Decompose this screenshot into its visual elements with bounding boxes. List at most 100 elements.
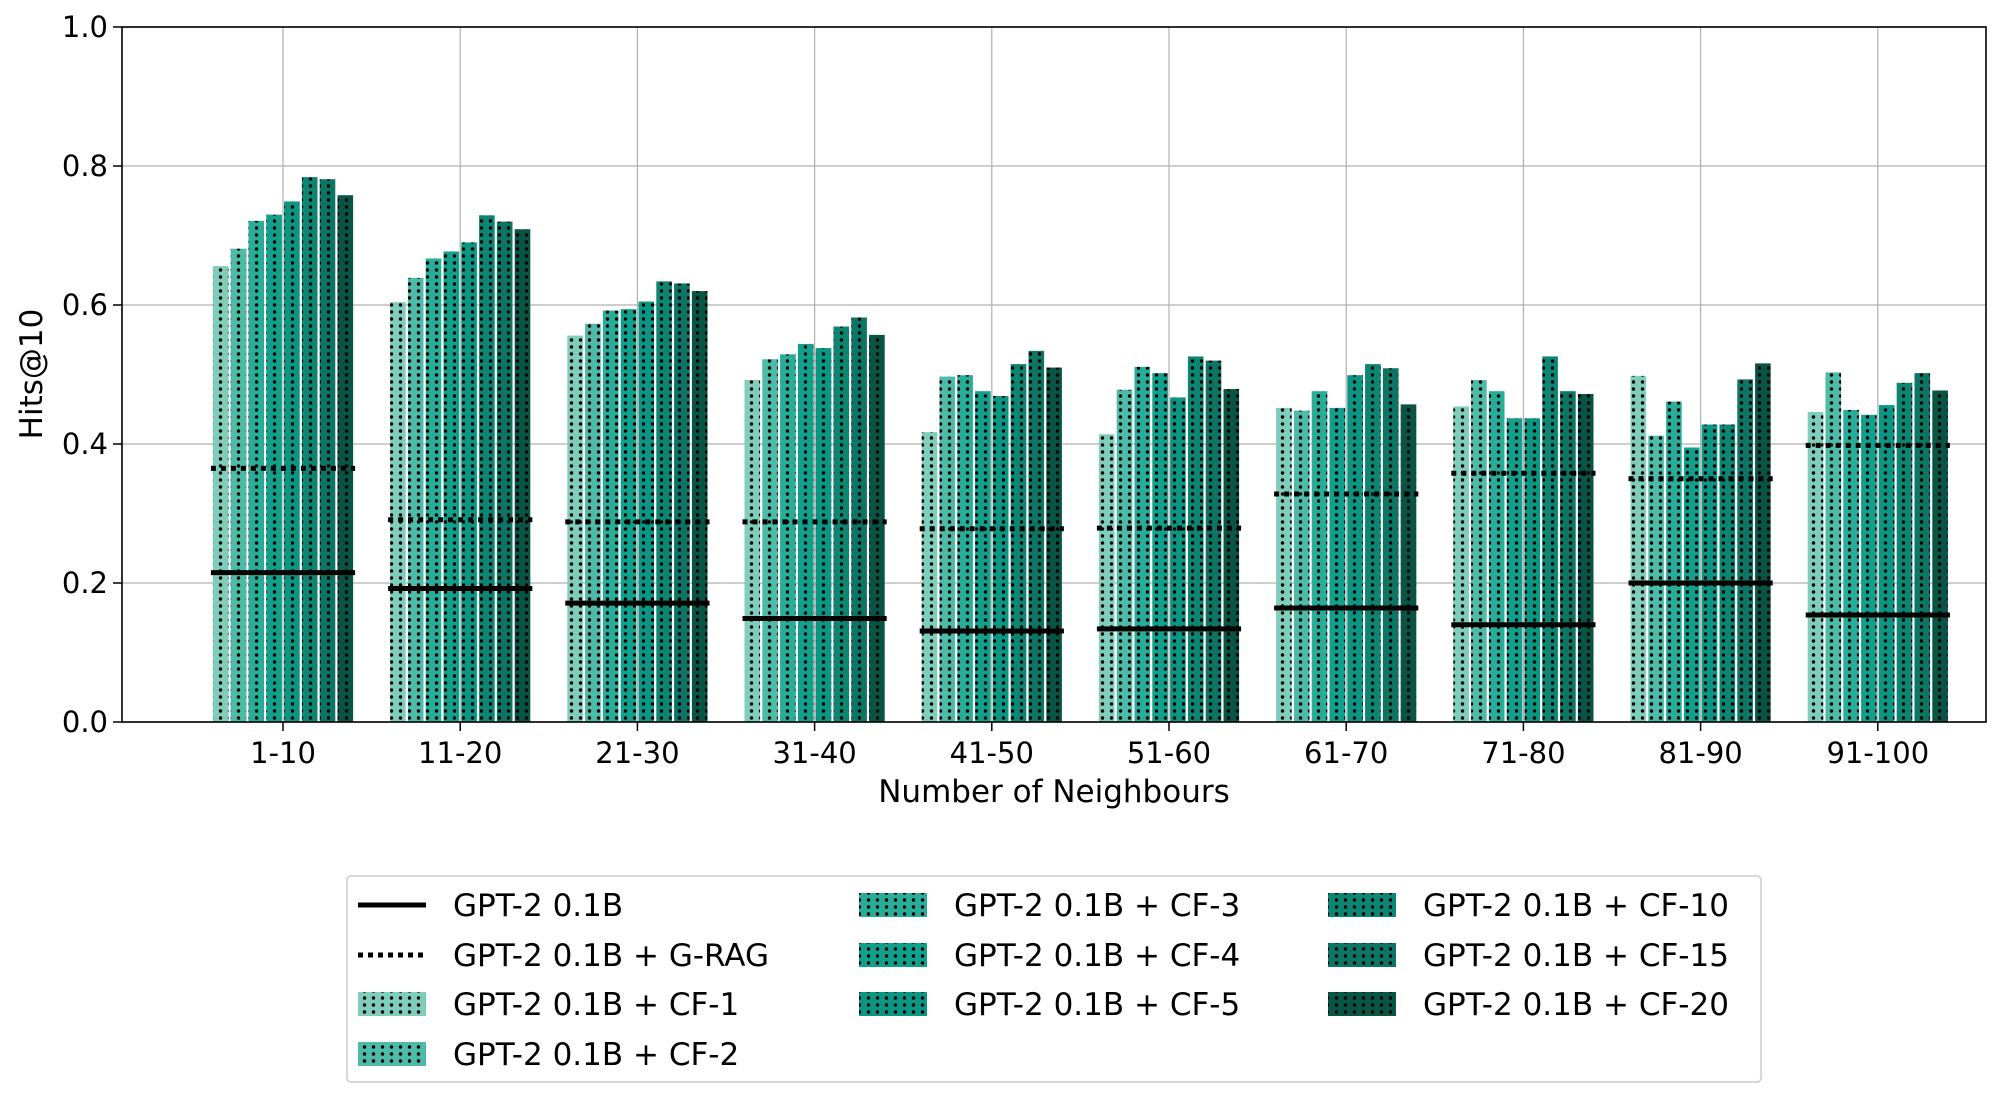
y-tick-label: 0.8 <box>62 149 108 183</box>
legend-swatch <box>358 992 426 1016</box>
bar <box>1046 367 1062 722</box>
bar <box>1152 373 1168 722</box>
bar <box>461 242 477 722</box>
bar <box>939 376 956 722</box>
legend-swatch <box>1328 992 1396 1016</box>
bar <box>496 221 513 722</box>
bars <box>212 177 1948 723</box>
legend-label: GPT-2 0.1B + G-RAG <box>453 938 769 974</box>
x-tick-label: 81-90 <box>1658 736 1742 770</box>
bar <box>337 195 354 722</box>
legend: GPT-2 0.1B GPT-2 0.1B + G-RAG GPT-2 0.1B +… <box>346 875 1762 1083</box>
bar <box>674 283 690 722</box>
legend-label: GPT-2 0.1B + CF-20 <box>1423 987 1729 1023</box>
bar <box>1488 391 1505 722</box>
x-tick-label: 51-60 <box>1127 736 1211 770</box>
bar <box>957 375 973 722</box>
bar <box>1400 404 1417 722</box>
x-axis-label: Number of Neighbours <box>878 774 1230 810</box>
x-tick-label: 21-30 <box>595 736 679 770</box>
bar <box>762 359 778 722</box>
bar <box>1365 364 1381 722</box>
legend-item: GPT-2 0.1B + CF-2 <box>358 1037 739 1073</box>
bar <box>443 251 460 723</box>
bar <box>797 343 814 722</box>
y-tick-label: 1.0 <box>62 10 108 44</box>
legend-swatch <box>859 943 927 967</box>
bar <box>230 248 247 722</box>
legend-label: GPT-2 0.1B + CF-3 <box>954 888 1240 924</box>
bar <box>869 334 885 722</box>
x-tick-label: 41-50 <box>950 736 1034 770</box>
bar <box>921 432 938 722</box>
bar <box>585 323 601 722</box>
legend-item: GPT-2 0.1B + CF-20 <box>1328 987 1729 1023</box>
bar <box>833 326 850 722</box>
legend-frame <box>346 875 1762 1083</box>
x-tick-label: 31-40 <box>772 736 856 770</box>
legend-label: GPT-2 0.1B + CF-5 <box>954 987 1240 1023</box>
bar <box>1701 424 1718 722</box>
bar <box>1807 412 1824 722</box>
bar <box>1293 410 1310 722</box>
bar <box>1010 364 1027 722</box>
legend-item: GPT-2 0.1B + CF-10 <box>1328 888 1729 924</box>
bar <box>567 335 583 722</box>
legend-label: GPT-2 0.1B + CF-4 <box>954 938 1240 974</box>
legend-item: GPT-2 0.1B + CF-5 <box>859 987 1240 1023</box>
bar <box>1825 372 1842 722</box>
bar <box>1506 418 1523 722</box>
bar <box>1028 350 1045 722</box>
bar <box>319 179 336 722</box>
y-axis: 0.0 0.2 0.4 0.6 0.8 1.0 <box>62 10 122 739</box>
bar <box>992 396 1009 722</box>
bar <box>1382 368 1399 722</box>
bar <box>638 301 655 722</box>
x-tick-label: 11-20 <box>418 736 502 770</box>
bar <box>815 348 832 722</box>
bar <box>1648 435 1664 722</box>
bar <box>620 309 637 722</box>
bar <box>1311 391 1328 722</box>
bar <box>1843 409 1859 722</box>
bar <box>284 201 300 722</box>
y-axis-label: Hits@10 <box>14 309 50 440</box>
legend-item: GPT-2 0.1B + CF-4 <box>859 938 1240 974</box>
bar <box>1187 356 1204 722</box>
bar <box>1737 379 1753 722</box>
bar <box>1719 424 1736 722</box>
bar <box>744 380 761 722</box>
bar <box>1755 363 1771 722</box>
legend-label: GPT-2 0.1B + CF-2 <box>453 1037 739 1073</box>
bar <box>1630 375 1647 722</box>
bar <box>656 281 672 722</box>
bar <box>1276 407 1292 722</box>
bar <box>212 266 229 722</box>
legend-swatch <box>1328 943 1396 967</box>
legend-item: GPT-2 0.1B + G-RAG <box>358 938 769 974</box>
y-tick-label: 0.0 <box>62 705 108 739</box>
bar <box>514 229 531 722</box>
bar <box>1560 391 1576 722</box>
bar <box>1116 389 1133 722</box>
bar <box>1524 418 1541 722</box>
bar <box>780 354 796 722</box>
legend-item: GPT-2 0.1B <box>358 888 623 924</box>
bar <box>1471 380 1487 722</box>
bar <box>1134 366 1151 722</box>
legend-swatch <box>859 992 927 1016</box>
bar <box>1542 356 1558 722</box>
x-tick-label: 1-10 <box>250 736 316 770</box>
bar <box>248 220 265 722</box>
legend-swatch <box>358 1042 426 1066</box>
bar <box>407 277 424 722</box>
bar <box>1347 375 1363 722</box>
bar <box>1170 397 1186 722</box>
y-tick-label: 0.6 <box>62 288 108 322</box>
bar <box>479 215 495 722</box>
legend-label: GPT-2 0.1B + CF-15 <box>1423 938 1729 974</box>
bar <box>1205 360 1222 722</box>
legend-item: GPT-2 0.1B + CF-3 <box>859 888 1240 924</box>
x-tick-label: 91-100 <box>1826 736 1929 770</box>
legend-label: GPT-2 0.1B <box>453 888 623 924</box>
